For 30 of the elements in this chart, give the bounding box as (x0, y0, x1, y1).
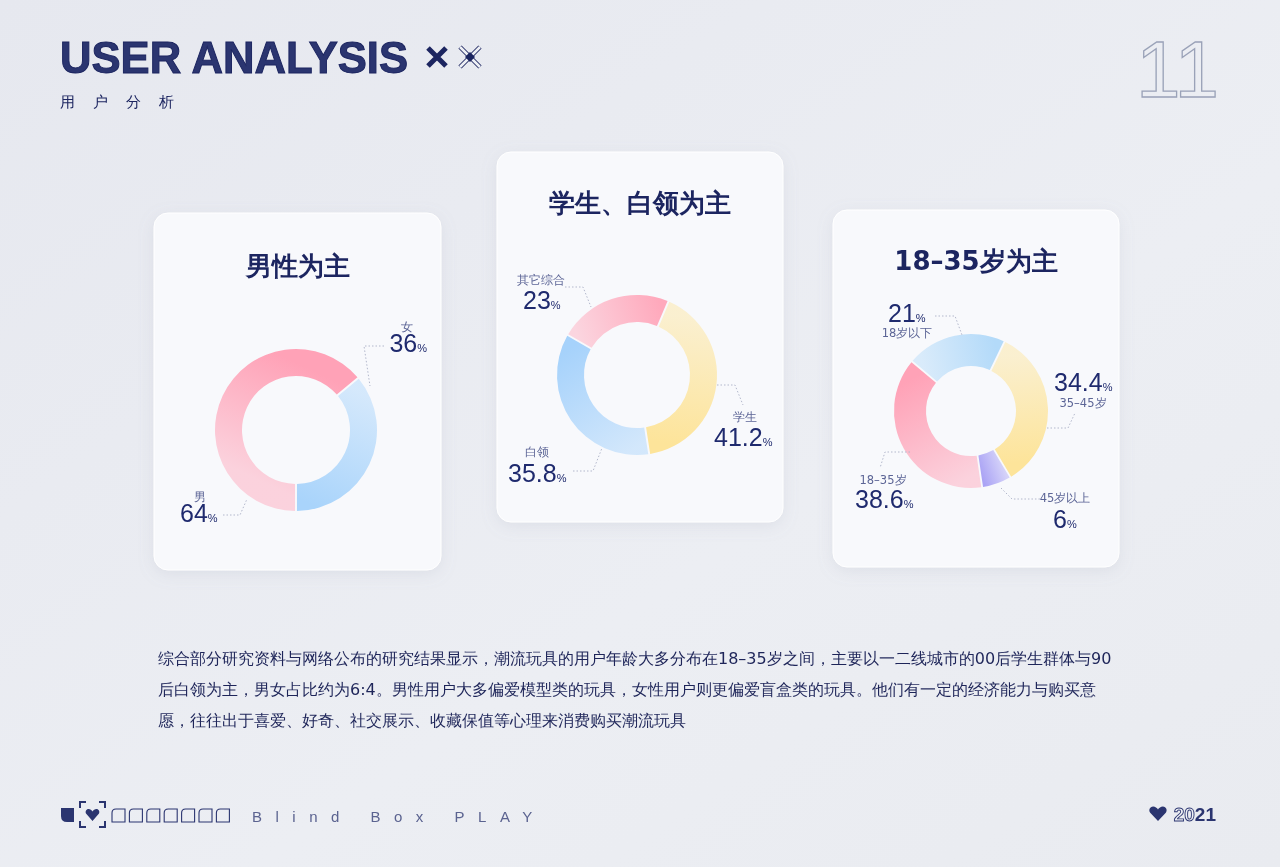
slice-label: 35–45岁 (1059, 396, 1107, 410)
data-label: 35.8% (508, 459, 567, 487)
slice-label: 45岁以上 (1039, 491, 1091, 505)
data-label: 41.2% (714, 423, 773, 451)
data-label: 23% (523, 286, 561, 314)
slice-label: 18–35岁 (859, 473, 907, 487)
data-label: 34.4% (1054, 368, 1113, 396)
donut-slice (557, 335, 649, 455)
text: 2021 (1173, 804, 1217, 825)
donut-slice (978, 450, 1010, 488)
text: USER ANALYSIS (60, 32, 420, 83)
chart-title: 18–35岁为主 (894, 246, 1058, 276)
donut-slice (296, 378, 377, 511)
data-label: 21% (888, 299, 926, 327)
text: 11 (1135, 25, 1219, 114)
donut-slice (991, 342, 1048, 477)
text: 用户分析 (60, 93, 192, 111)
text: 综合部分研究资料与网络公布的研究结果显示，潮流玩具的用户年龄大多分布在18–35岁之间，主要以一二线城市的00后学生群体与90后白领为主，男女占比约为6:4。男性用户大多偏爱模型类的玩具，女性用户则更偏爱盲盒类的玩具。他们有一定的经济能力与购买意愿，往往出于喜爱、好奇、社交展示、收藏保值等心理来消费购买潮流玩具 (158, 648, 1113, 732)
donut-slice (568, 295, 668, 348)
slice-label: 18岁以下 (881, 326, 933, 340)
chart-title: 男性为主 (244, 251, 350, 281)
data-label: 38.6% (855, 485, 914, 513)
data-label: 6% (1053, 505, 1077, 533)
donut-slice (215, 349, 358, 511)
chart-title: 学生、白领为主 (549, 188, 731, 218)
text: Blind Box PLAY (252, 808, 546, 825)
slice-label: 学生 (733, 410, 757, 424)
slice-label: 白领 (525, 445, 549, 459)
donut-slice (894, 362, 982, 488)
slice-label: 其它综合 (517, 273, 565, 287)
